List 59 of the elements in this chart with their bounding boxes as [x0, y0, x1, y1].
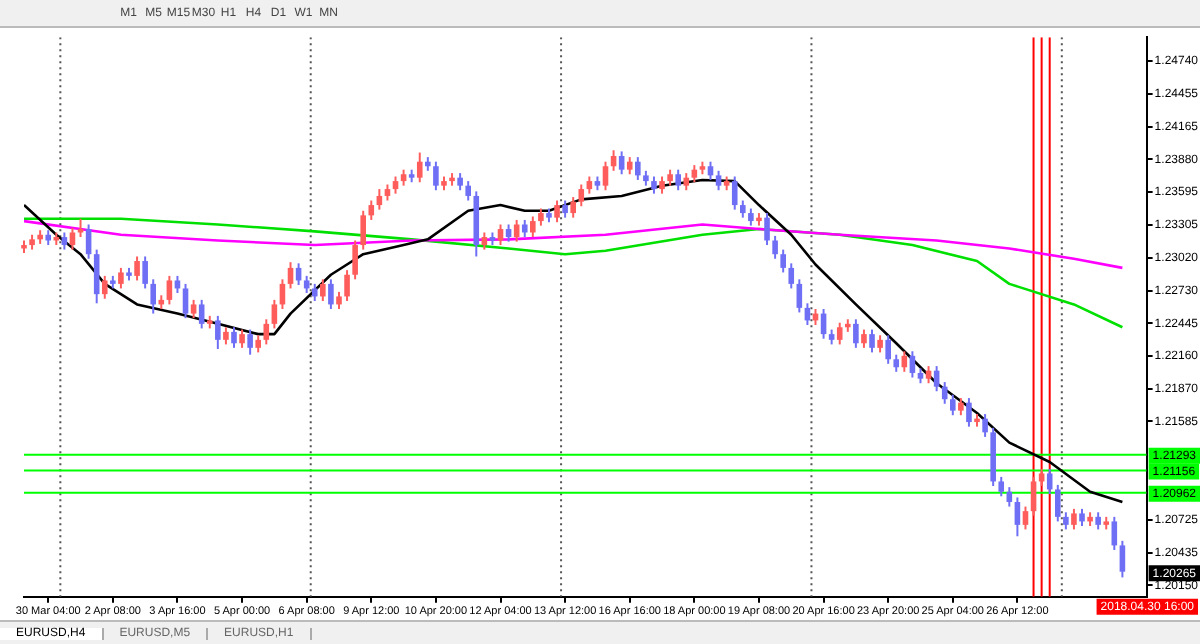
- candlestick: [788, 262, 795, 290]
- candlestick: [182, 282, 189, 320]
- candlestick: [513, 218, 520, 243]
- candlestick: [360, 209, 367, 251]
- candlestick: [1014, 496, 1021, 538]
- candlestick: [263, 318, 270, 346]
- candlestick: [764, 212, 770, 247]
- candlestick: [731, 175, 738, 211]
- candlestick: [215, 314, 221, 350]
- candlestick: [344, 269, 350, 303]
- candlestick: [198, 298, 205, 330]
- candlestick: [941, 381, 948, 405]
- candlestick: [836, 321, 843, 346]
- candlestick: [352, 239, 358, 281]
- candlestick: [247, 328, 253, 356]
- candlestick: [1111, 515, 1118, 551]
- candlestick: [853, 318, 859, 349]
- candlestick: [416, 151, 423, 184]
- candlestick: [554, 199, 560, 224]
- candlestick: [231, 326, 237, 349]
- candlestick: [134, 255, 140, 282]
- candlestick: [570, 196, 576, 219]
- candlestick: [69, 226, 76, 251]
- candlestick: [118, 266, 124, 290]
- candlestick: [861, 328, 867, 349]
- candlestick: [433, 160, 439, 192]
- candlestick: [772, 234, 778, 260]
- candlestick: [320, 278, 326, 303]
- candlestick: [1022, 505, 1029, 531]
- candlestick: [1030, 475, 1037, 517]
- candlestick: [635, 156, 641, 181]
- candlestick: [271, 298, 278, 330]
- candlestick: [602, 160, 609, 192]
- candlestick: [190, 298, 197, 320]
- candlestick: [715, 169, 722, 192]
- candlestick: [998, 475, 1005, 498]
- candlestick: [796, 278, 803, 314]
- candlestick: [530, 215, 536, 239]
- candlestick: [465, 180, 471, 202]
- candlestick: [150, 278, 157, 315]
- candlestick: [142, 255, 148, 290]
- candlestick: [368, 199, 375, 221]
- candlestick: [869, 328, 875, 354]
- candlestick: [618, 150, 625, 176]
- candlestick: [239, 328, 245, 349]
- candlestick: [780, 248, 786, 274]
- candlestick: [1046, 467, 1053, 496]
- candlestick: [982, 413, 988, 438]
- candlestick: [949, 393, 956, 417]
- candlestick: [1071, 507, 1077, 531]
- candlestick: [1119, 539, 1126, 579]
- candlestick: [328, 278, 334, 311]
- candlestick: [675, 168, 681, 192]
- candlestick: [966, 397, 972, 428]
- candlestick: [1054, 483, 1061, 523]
- candlestick: [166, 274, 173, 306]
- candlestick: [578, 183, 585, 208]
- candlestick: [101, 274, 108, 300]
- candlestick: [885, 334, 891, 365]
